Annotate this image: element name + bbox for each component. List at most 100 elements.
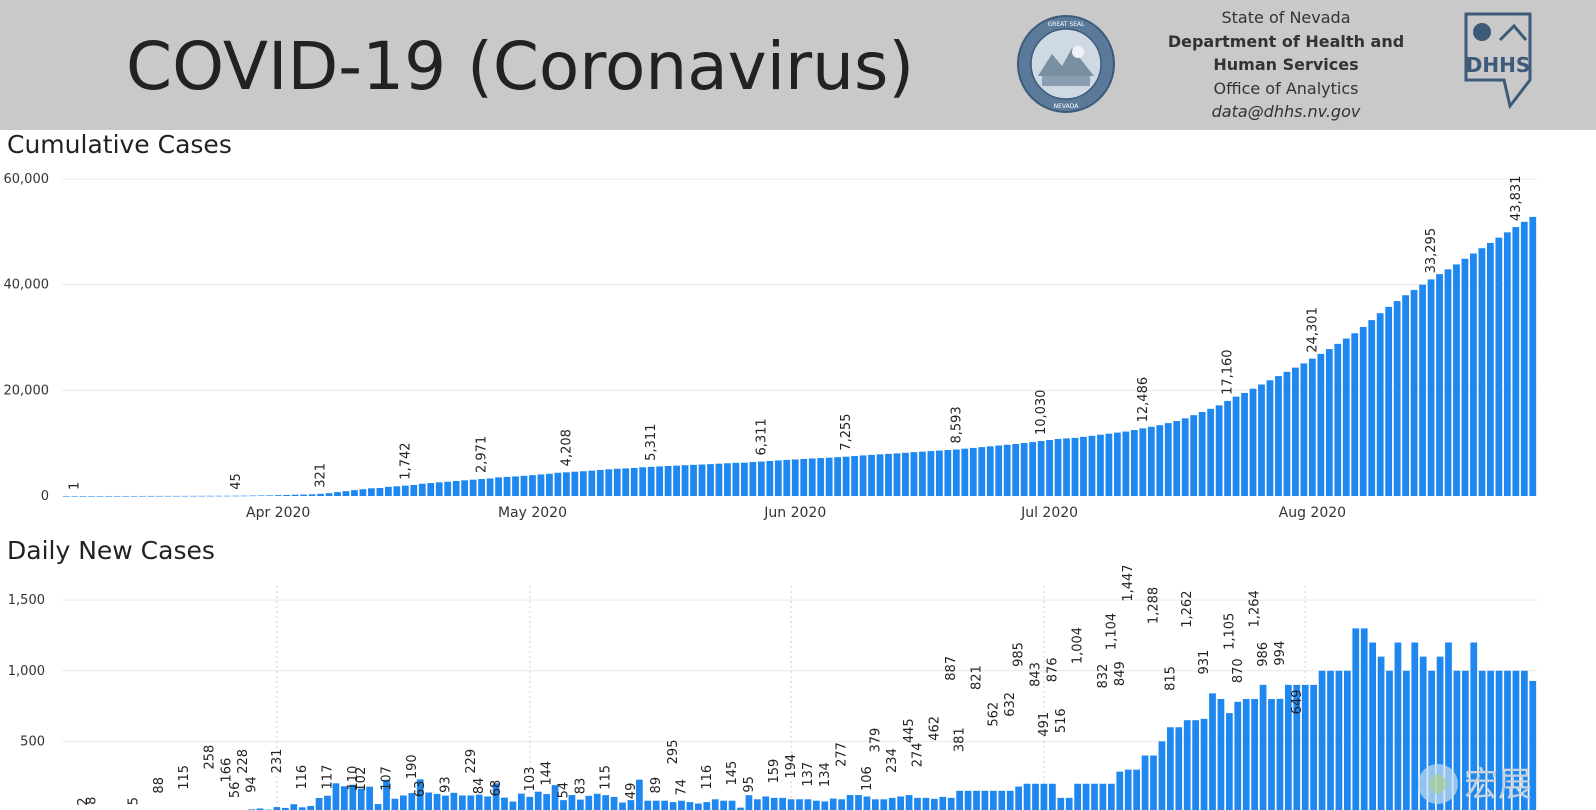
bar <box>1088 435 1096 496</box>
data-label: 228 <box>236 749 251 774</box>
bar <box>981 790 989 810</box>
bar <box>647 466 655 496</box>
data-label: 116 <box>295 765 310 790</box>
bar <box>1385 306 1393 496</box>
bar <box>139 495 146 497</box>
data-label: 134 <box>818 762 833 787</box>
bar <box>1470 253 1477 496</box>
bar <box>732 462 740 496</box>
bar <box>198 495 206 497</box>
bar <box>1495 237 1503 496</box>
bar <box>551 785 559 810</box>
bar <box>1183 720 1191 810</box>
bar <box>461 480 469 496</box>
bar <box>1207 408 1215 496</box>
data-label: 102 <box>354 767 369 792</box>
bar <box>534 791 542 810</box>
bar <box>308 494 316 496</box>
bar <box>517 793 525 810</box>
bar <box>401 485 409 496</box>
bar <box>859 455 867 496</box>
bar <box>1046 439 1053 496</box>
bar <box>639 467 647 496</box>
data-label: 887 <box>944 656 959 681</box>
bar <box>681 465 689 496</box>
bar <box>1377 656 1385 810</box>
x-tick-label: Apr 2020 <box>246 505 310 521</box>
bar <box>1003 444 1011 496</box>
bar <box>842 456 850 496</box>
bar <box>1487 670 1495 810</box>
bar <box>995 445 1003 496</box>
bar <box>458 795 466 810</box>
bar <box>579 471 587 496</box>
bar <box>1393 301 1401 496</box>
bar <box>1139 428 1147 496</box>
bar <box>1504 670 1511 810</box>
bar <box>804 799 812 810</box>
bar <box>1360 628 1368 810</box>
org-office: Office of Analytics <box>1213 78 1359 98</box>
bar <box>1301 684 1309 810</box>
bar <box>787 799 795 810</box>
bar <box>770 797 778 810</box>
data-label: 462 <box>927 716 942 741</box>
daily-new-cases-title: Daily New Cases <box>7 536 215 565</box>
bar <box>1461 258 1469 496</box>
bar <box>888 797 896 810</box>
bar <box>1520 221 1528 497</box>
bar <box>1410 289 1418 496</box>
data-label: 1,004 <box>1071 627 1086 664</box>
bar <box>973 790 980 810</box>
bar <box>956 790 964 810</box>
watermark-text: 宏展 <box>1464 765 1532 805</box>
bar <box>796 799 803 810</box>
bar <box>724 463 731 496</box>
bar <box>585 795 593 810</box>
bar <box>249 495 257 497</box>
bar <box>753 799 761 810</box>
bar <box>307 805 315 810</box>
bar <box>1141 755 1149 810</box>
bar <box>96 495 104 497</box>
bar <box>1478 248 1486 496</box>
data-label: 56 <box>228 782 243 799</box>
bar <box>1268 699 1275 810</box>
bar <box>821 801 829 810</box>
bar <box>1325 349 1333 496</box>
bar <box>1402 295 1409 496</box>
bar <box>1057 797 1065 810</box>
data-label: 8 <box>85 797 100 805</box>
data-label: 137 <box>801 762 816 787</box>
data-label: 985 <box>1012 642 1027 667</box>
bar <box>433 793 441 810</box>
bar <box>838 799 846 810</box>
bar <box>669 802 677 810</box>
bar <box>190 495 197 497</box>
bar <box>630 467 638 496</box>
bar <box>366 786 374 810</box>
bar <box>1029 442 1037 496</box>
org-department-line1: Department of Health and <box>1167 31 1405 51</box>
bar <box>851 456 858 496</box>
bar <box>1275 376 1282 496</box>
bar <box>944 450 952 496</box>
bar <box>596 469 604 496</box>
bar <box>113 495 121 497</box>
bar <box>1436 274 1443 496</box>
data-label: 843 <box>1029 662 1044 687</box>
x-tick-label: May 2020 <box>498 505 567 521</box>
bar <box>779 797 787 810</box>
data-label: 1 <box>68 482 83 490</box>
bar <box>1512 670 1520 810</box>
data-label: 115 <box>177 765 192 790</box>
bar <box>593 793 601 810</box>
bar <box>1241 392 1248 496</box>
y-tick-label: 20,000 <box>4 383 50 398</box>
data-label: 24,301 <box>1305 307 1320 353</box>
bar <box>1308 358 1316 496</box>
bar <box>1351 333 1359 496</box>
bar <box>368 488 375 496</box>
bar <box>774 460 782 496</box>
bar <box>266 495 274 496</box>
